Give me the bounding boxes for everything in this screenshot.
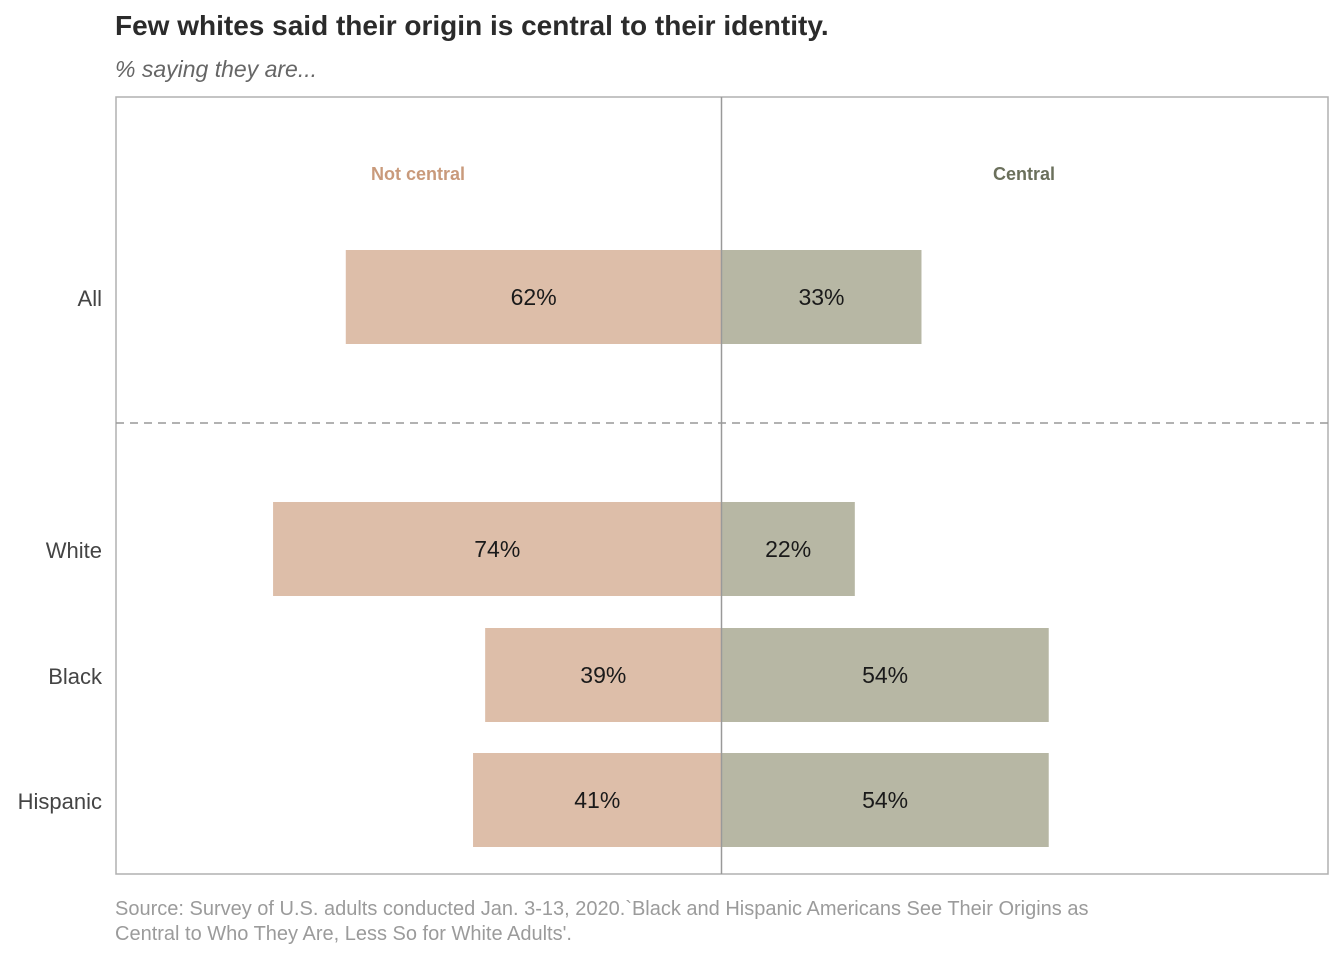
bar-not-central-black <box>485 628 722 722</box>
labels-group: 62% 33% All 74% 22% White 39% 54% Black 41% 54% His… <box>18 284 909 814</box>
bar-central-hispanic <box>721 753 1049 847</box>
bar-label-not-central-hispanic: 41% <box>574 787 620 813</box>
chart-title: Few whites said their origin is central … <box>115 10 829 41</box>
legend-not-central: Not central <box>371 164 465 184</box>
source-note: Source: Survey of U.S. adults conducted … <box>115 898 1089 945</box>
legend-central: Central <box>993 164 1055 184</box>
bar-central-white <box>721 502 855 596</box>
bar-label-not-central-black: 39% <box>580 662 626 688</box>
bar-central-black <box>721 628 1049 722</box>
category-label-all: All <box>78 286 102 311</box>
bar-label-not-central-all: 62% <box>511 284 557 310</box>
bar-label-central-hispanic: 54% <box>862 787 908 813</box>
category-label-hispanic: Hispanic <box>18 789 102 814</box>
bar-central-all <box>721 250 922 344</box>
category-label-white: White <box>46 538 102 563</box>
bar-not-central-white <box>273 502 722 596</box>
bar-label-central-white: 22% <box>765 536 811 562</box>
bar-label-central-all: 33% <box>798 284 844 310</box>
bar-label-central-black: 54% <box>862 662 908 688</box>
chart-subtitle: % saying they are... <box>115 56 317 82</box>
bars-group <box>273 250 1049 847</box>
bar-label-not-central-white: 74% <box>474 536 520 562</box>
bar-not-central-all <box>345 250 722 344</box>
category-label-black: Black <box>48 664 103 689</box>
bar-not-central-hispanic <box>473 753 722 847</box>
